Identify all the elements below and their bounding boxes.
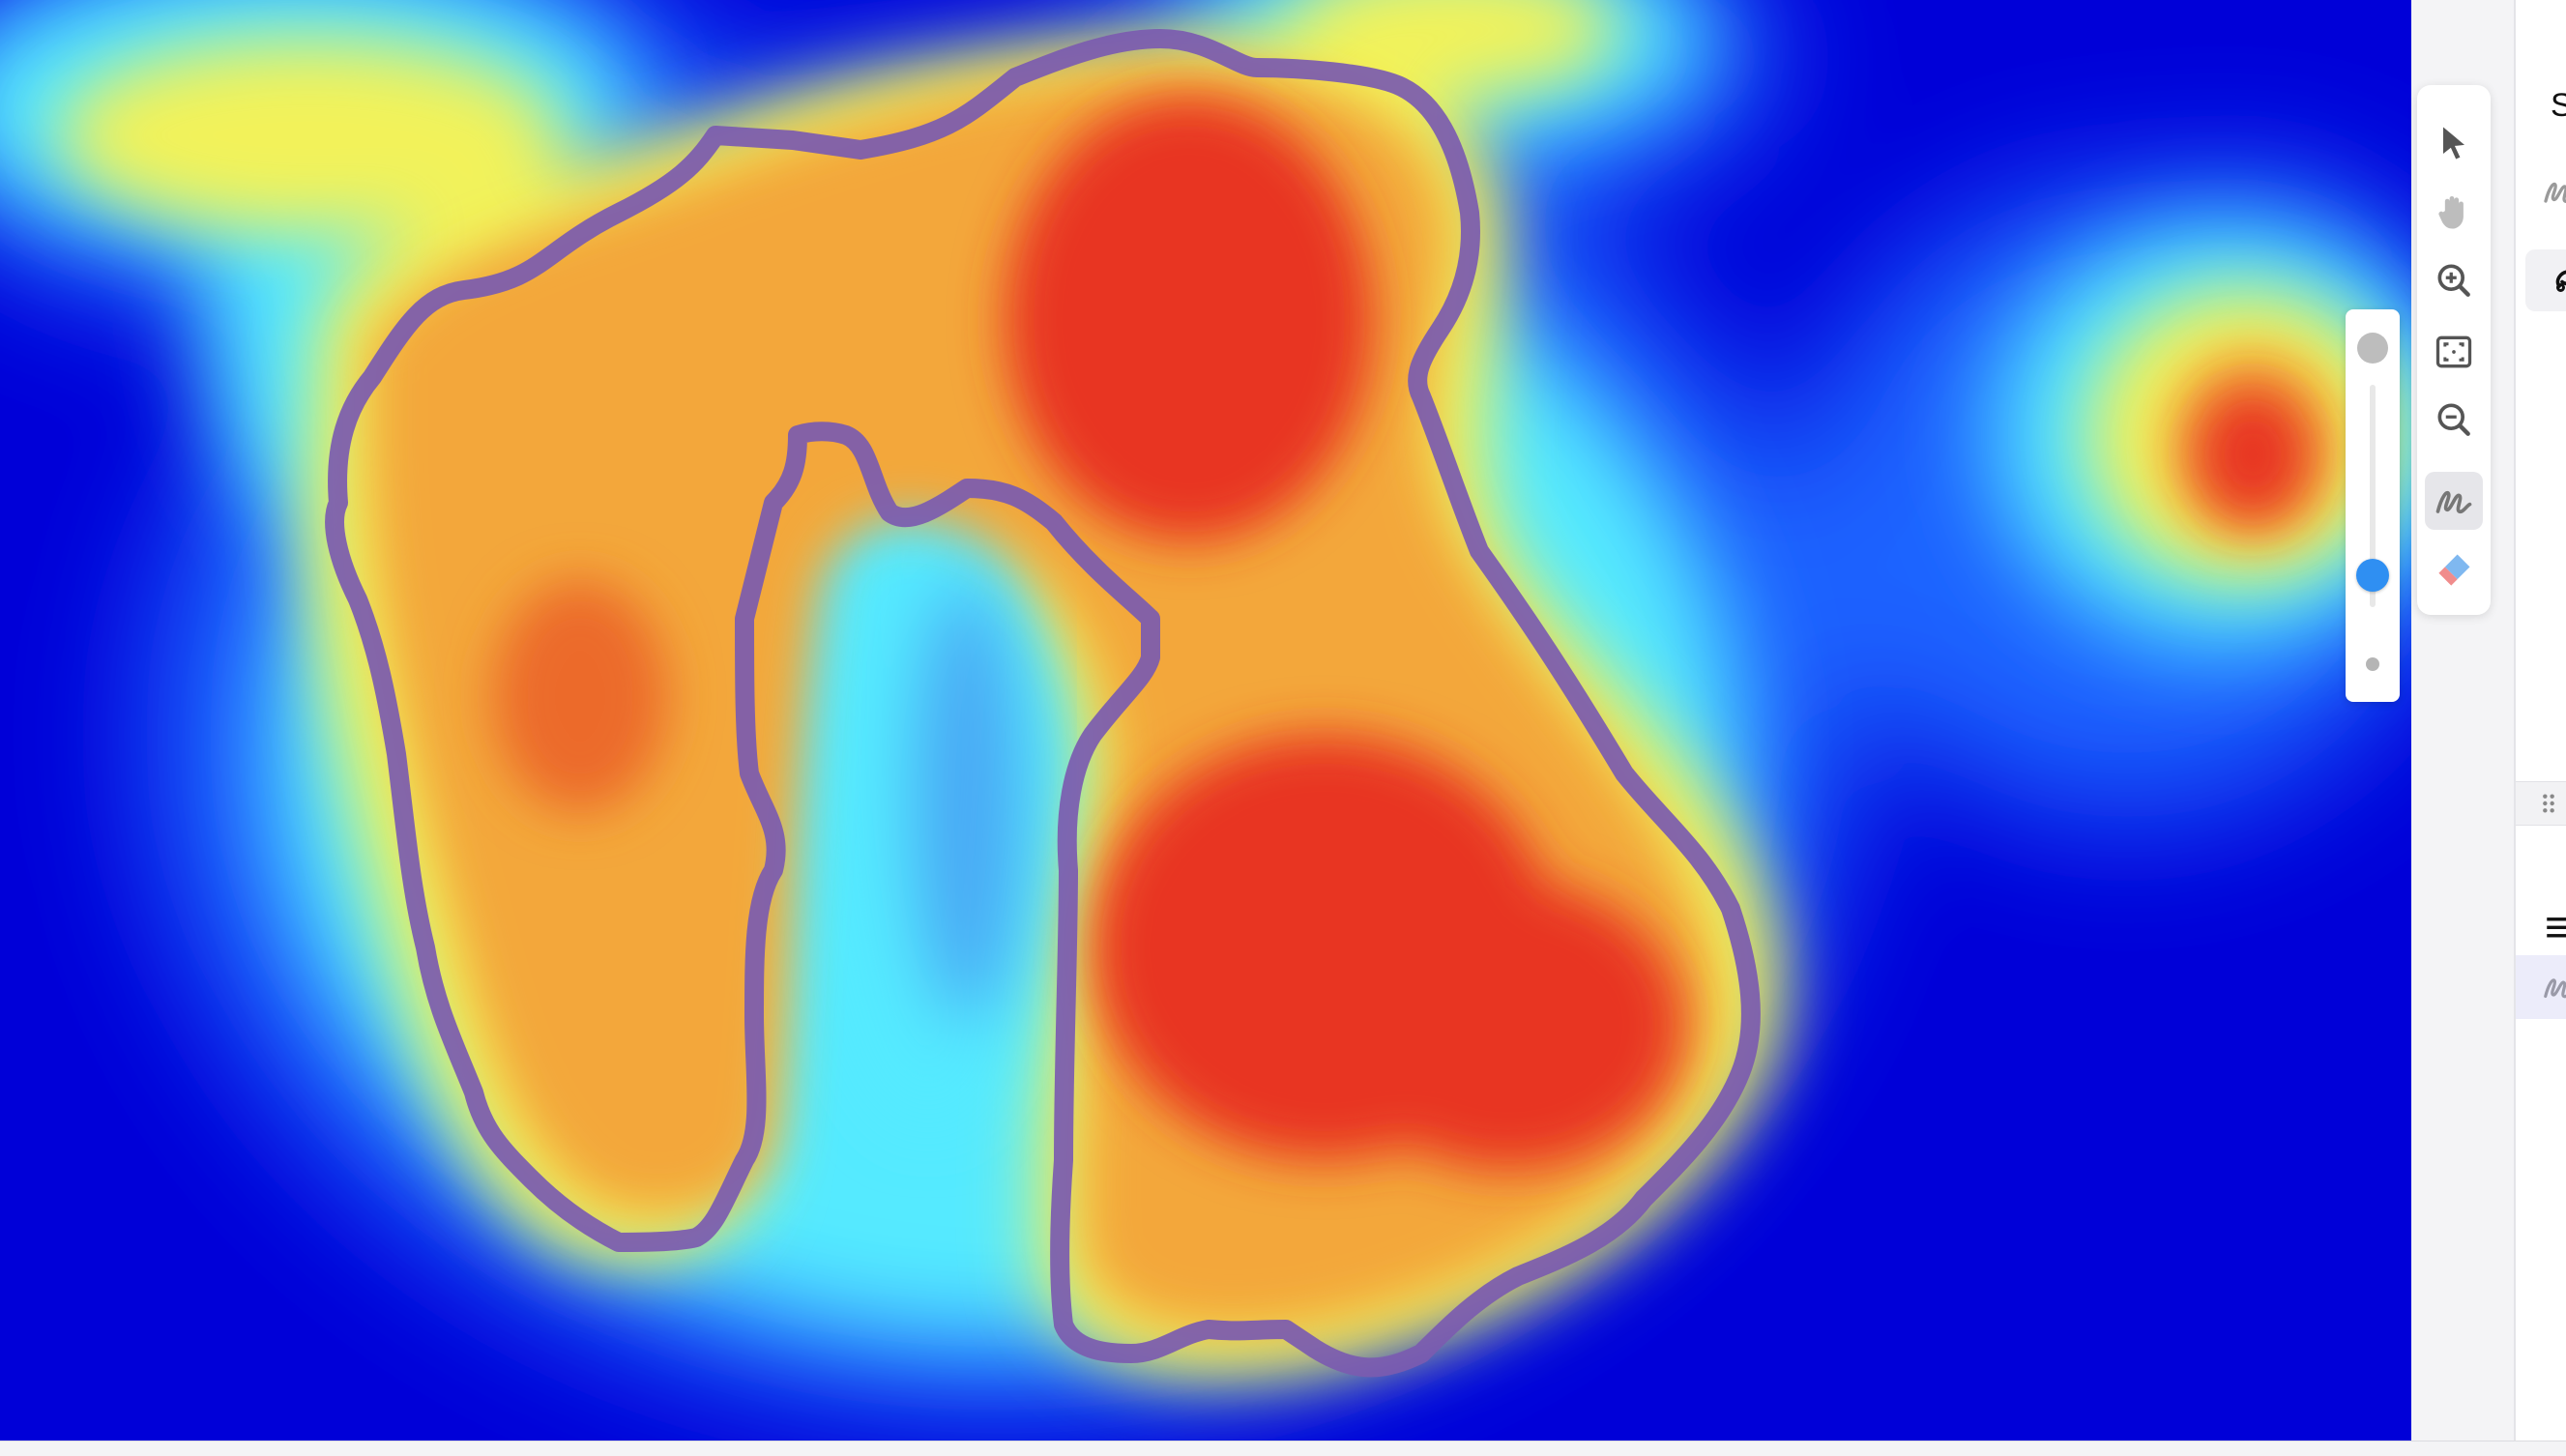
freehand-draw-icon[interactable] (2541, 172, 2566, 211)
annotation-side-panel: S (2514, 0, 2566, 1441)
lasso-icon (2555, 270, 2566, 292)
freehand-draw-button[interactable] (2425, 472, 2483, 530)
pan-tool-button[interactable] (2425, 184, 2483, 242)
fit-screen-button[interactable] (2425, 323, 2483, 381)
inner-pocket (822, 348, 1035, 1121)
slider-thumb[interactable] (2356, 559, 2389, 593)
cursor-icon (2443, 127, 2464, 160)
large-size-indicator (2357, 333, 2388, 364)
viewer-toolbar (2417, 85, 2491, 615)
eraser-icon (2438, 554, 2470, 586)
drag-handle-icon[interactable] (2541, 793, 2556, 814)
panel-header-text: S (2551, 87, 2566, 125)
fit-screen-icon (2435, 335, 2472, 368)
bottom-status-strip (0, 1441, 2566, 1456)
list-icon[interactable] (2543, 911, 2566, 944)
slider-track[interactable] (2370, 385, 2376, 607)
brush-size-slider[interactable] (2346, 309, 2400, 702)
annotation-list-item[interactable] (2516, 955, 2566, 1019)
zoom-out-button[interactable] (2425, 391, 2483, 449)
select-tool-button[interactable] (2425, 114, 2483, 172)
small-size-indicator (2366, 657, 2379, 671)
zoom-in-icon (2437, 264, 2470, 297)
heatmap-canvas[interactable] (0, 0, 2411, 1441)
panel-selected-row[interactable] (2525, 249, 2566, 311)
panel-resize-divider[interactable] (2516, 781, 2566, 826)
hand-icon (2438, 195, 2464, 229)
freehand-draw-icon (2544, 978, 2566, 999)
density-layer-red (493, 97, 2311, 1170)
zoom-in-button[interactable] (2425, 251, 2483, 309)
annotation-outline[interactable] (325, 29, 1761, 1378)
zoom-out-icon (2437, 403, 2470, 436)
heatmap-viewer[interactable] (0, 0, 2411, 1441)
freehand-draw-icon (2435, 490, 2472, 514)
eraser-button[interactable] (2425, 541, 2483, 599)
